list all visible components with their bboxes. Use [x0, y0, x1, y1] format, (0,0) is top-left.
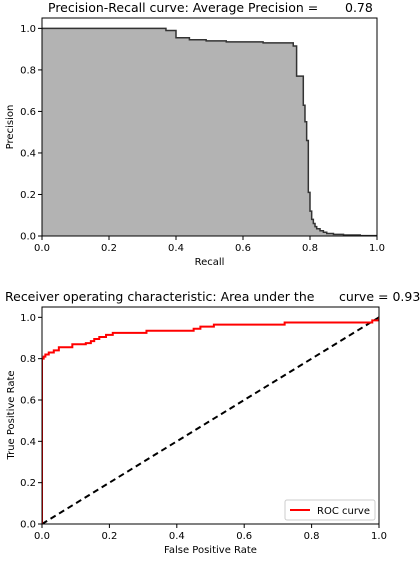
pr-axes-frame: [41, 17, 378, 237]
roc-x-ticks: 0.0 0.2 0.4 0.6 0.8 1.0: [34, 524, 387, 542]
roc-x-tick-label: 0.4: [169, 531, 185, 542]
roc-x-tick-label: 0.8: [304, 531, 320, 542]
roc-y-axis-label: True Positive Rate: [6, 370, 17, 460]
roc-y-tick-label: 0.4: [20, 437, 36, 448]
roc-y-tick-label: 0.2: [20, 478, 36, 489]
roc-y-tick-label: 0.8: [20, 354, 36, 365]
pr-y-tick-label: 0.2: [20, 190, 36, 201]
precision-recall-panel: Precision-Recall curve: Average Precisio…: [5, 0, 385, 268]
pr-y-ticks: 0.0 0.2 0.4 0.6 0.8 1.0: [20, 24, 42, 243]
pr-x-tick-label: 0.2: [101, 243, 117, 254]
pr-x-tick-label: 0.4: [168, 243, 184, 254]
legend-label: ROC curve: [317, 506, 370, 517]
roc-curve-line: [42, 317, 379, 524]
pr-x-ticks: 0.0 0.2 0.4 0.6 0.8 1.0: [34, 236, 385, 254]
pr-y-tick-label: 1.0: [20, 24, 36, 35]
pr-plot-area: [42, 27, 377, 237]
roc-y-tick-label: 0.6: [20, 396, 36, 407]
pr-y-tick-label: 0.0: [20, 232, 36, 243]
pr-y-axis-label: Precision: [5, 105, 16, 150]
roc-x-tick-label: 0.2: [101, 531, 117, 542]
pr-x-tick-label: 1.0: [369, 243, 385, 254]
pr-y-tick-label: 0.8: [20, 65, 36, 76]
roc-x-tick-label: 0.0: [34, 531, 50, 542]
roc-x-tick-label: 1.0: [371, 531, 387, 542]
roc-x-axis-label: False Positive Rate: [164, 545, 257, 556]
pr-title-prefix: Precision-Recall curve: Average Precisio…: [48, 0, 318, 15]
roc-axes-frame: [41, 306, 380, 525]
pr-x-axis-label: Recall: [195, 257, 225, 268]
pr-step-line: [42, 27, 377, 237]
pr-y-tick-label: 0.6: [20, 107, 36, 118]
chance-diagonal-line: [42, 316, 379, 524]
roc-x-tick-label: 0.6: [236, 531, 252, 542]
roc-y-ticks: 0.0 0.2 0.4 0.6 0.8 1.0: [20, 313, 42, 531]
roc-y-tick-label: 0.0: [20, 520, 36, 531]
pr-x-tick-label: 0.6: [235, 243, 251, 254]
roc-title-value: curve = 0.93: [339, 289, 420, 304]
legend-box: [284, 499, 376, 521]
roc-title-prefix: Receiver operating characteristic: Area …: [5, 289, 315, 304]
pr-x-tick-label: 0.8: [302, 243, 318, 254]
pr-title-value: 0.78: [345, 0, 373, 15]
pr-area-fill: [42, 28, 377, 236]
roc-plot-area: [42, 316, 379, 524]
pr-x-tick-label: 0.0: [34, 243, 50, 254]
roc-panel: Receiver operating characteristic: Area …: [5, 289, 420, 556]
roc-y-tick-label: 1.0: [20, 313, 36, 324]
pr-y-tick-label: 0.4: [20, 148, 36, 159]
roc-legend: ROC curve: [284, 499, 376, 521]
